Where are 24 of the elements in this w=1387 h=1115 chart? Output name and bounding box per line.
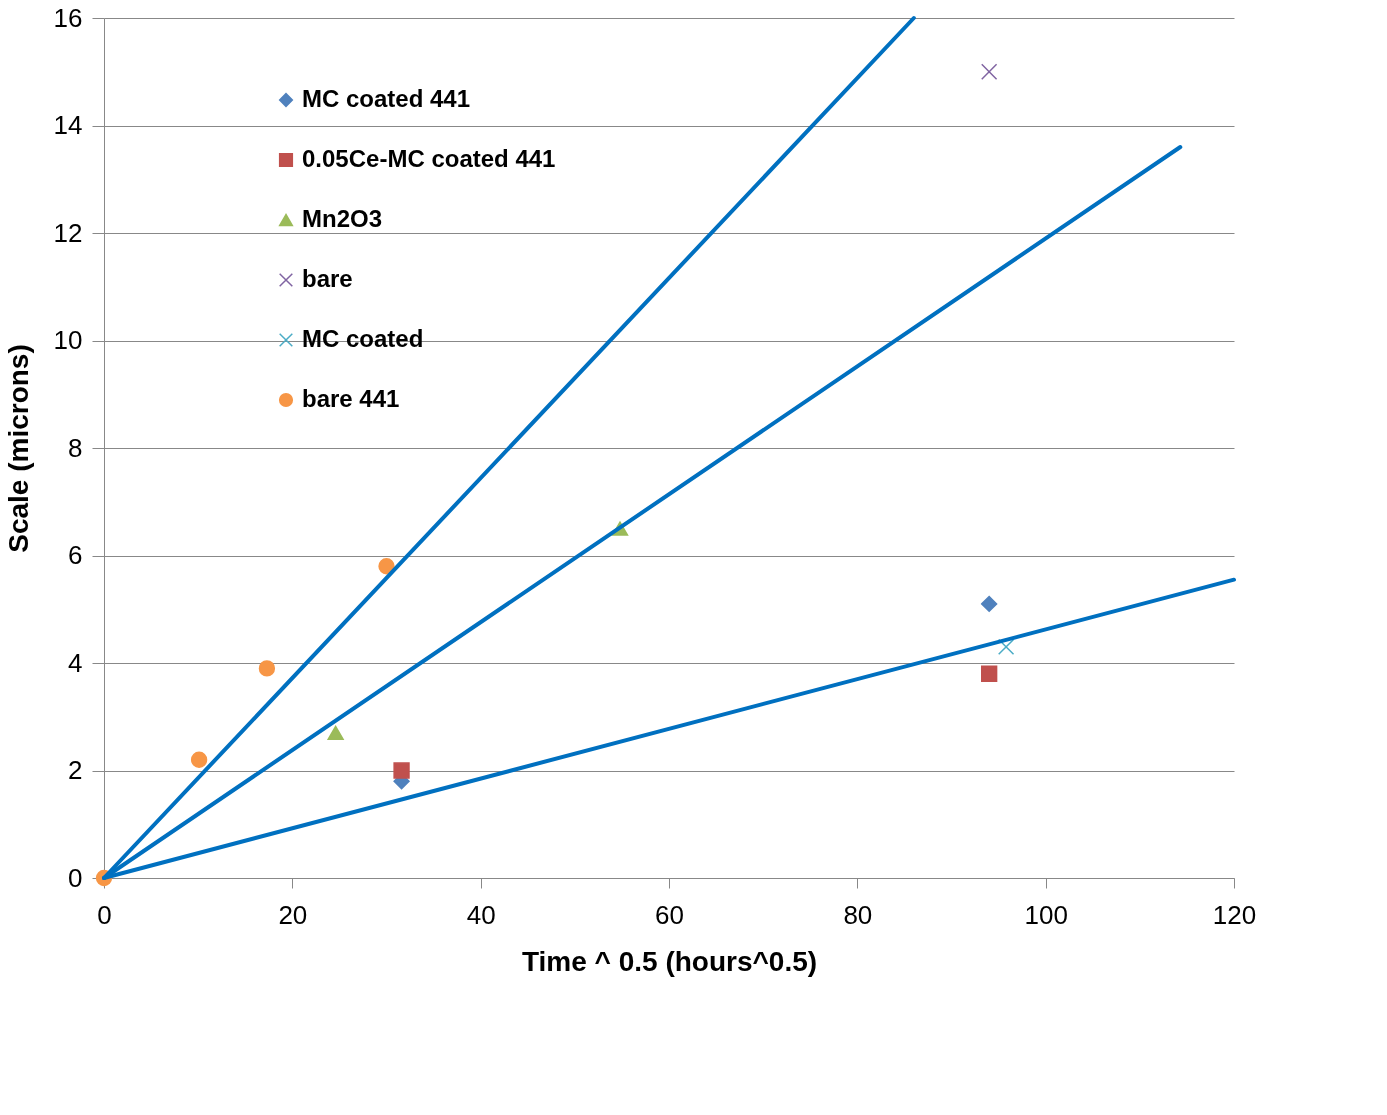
y-tick-label: 8: [68, 432, 83, 463]
x-tick-label: 100: [1024, 899, 1068, 930]
legend-label: MC coated: [302, 325, 424, 352]
y-tick-label: 12: [53, 217, 83, 248]
x-tick-label: 20: [278, 899, 308, 930]
y-axis-title: Scale (microns): [2, 344, 34, 553]
legend-label: Mn2O3: [302, 205, 383, 232]
legend-label: MC coated 441: [302, 85, 471, 112]
y-tick-label: 14: [53, 110, 83, 140]
x-tick-label: 120: [1212, 899, 1257, 930]
x-tick-label: 0: [97, 899, 112, 930]
y-tick-label: 6: [68, 540, 83, 570]
y-tick-label: 2: [68, 755, 83, 785]
x-tick-label: 80: [843, 899, 873, 930]
x-tick-label: 40: [466, 899, 496, 930]
x-tick-label: 60: [655, 899, 684, 930]
y-tick-label: 10: [53, 325, 83, 355]
y-tick-label: 4: [68, 647, 83, 678]
x-axis-title: Time ^ 0.5 (hours^0.5): [521, 945, 818, 977]
y-tick-label: 0: [68, 862, 83, 893]
legend-label: 0.05Ce-MC coated 441: [302, 145, 556, 172]
legend-label: bare: [302, 265, 353, 292]
y-tick-label: 16: [53, 2, 83, 33]
legend-label: bare 441: [302, 385, 400, 412]
